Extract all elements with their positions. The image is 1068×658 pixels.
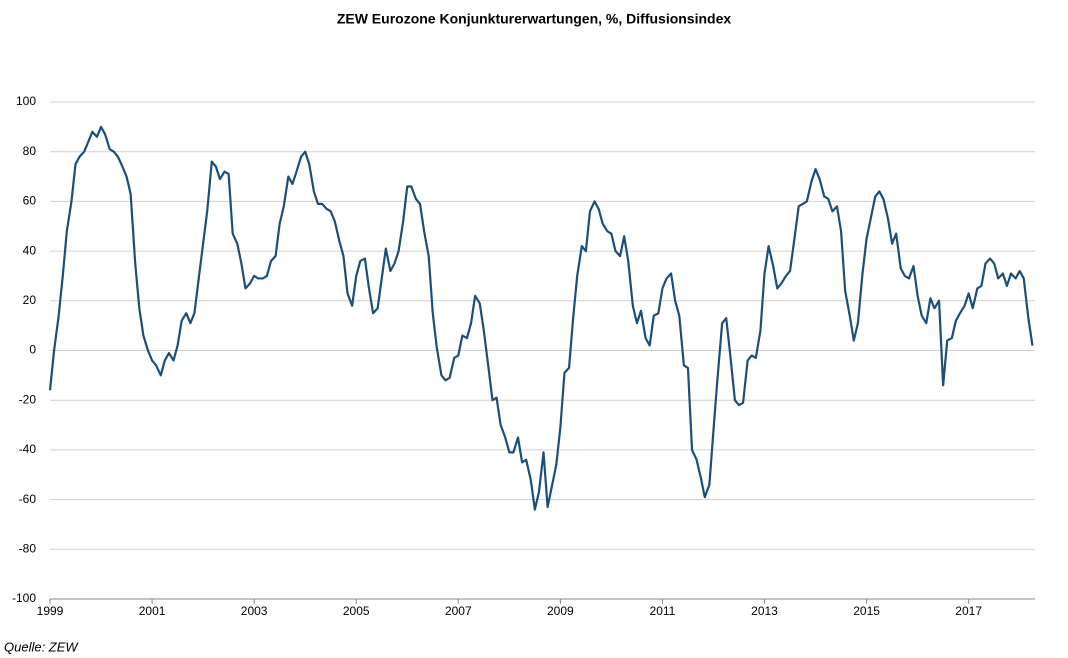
y-tick-label: 40 bbox=[23, 243, 37, 257]
y-tick-label: -80 bbox=[19, 541, 37, 555]
chart-title: ZEW Eurozone Konjunkturerwartungen, %, D… bbox=[337, 11, 732, 27]
y-tick-label: 60 bbox=[23, 194, 37, 208]
x-tick-label: 2005 bbox=[343, 604, 370, 618]
x-tick-label: 1999 bbox=[37, 604, 64, 618]
x-tick-label: 2015 bbox=[853, 604, 880, 618]
x-tick-label: 2009 bbox=[547, 604, 574, 618]
y-tick-label: -60 bbox=[19, 492, 37, 506]
y-tick-label: -20 bbox=[19, 392, 37, 406]
y-tick-label: -40 bbox=[19, 442, 37, 456]
y-tick-label: 0 bbox=[29, 343, 36, 357]
x-tick-label: 2017 bbox=[955, 604, 982, 618]
y-tick-label: 100 bbox=[16, 94, 36, 108]
x-tick-label: 2013 bbox=[751, 604, 778, 618]
x-tick-label: 2003 bbox=[241, 604, 268, 618]
source-note: Quelle: ZEW bbox=[4, 639, 79, 654]
x-tick-label: 2007 bbox=[445, 604, 472, 618]
y-tick-label: 20 bbox=[23, 293, 37, 307]
x-tick-label: 2011 bbox=[650, 604, 676, 618]
data-line bbox=[48, 125, 1034, 511]
y-tick-label: 80 bbox=[23, 144, 37, 158]
x-tick-label: 2001 bbox=[139, 604, 166, 618]
y-tick-label: -100 bbox=[12, 591, 36, 605]
